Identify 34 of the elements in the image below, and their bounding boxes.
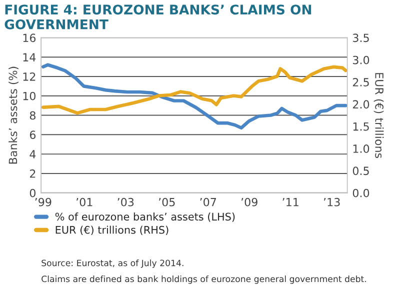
source-note: Source: Eurostat, as of July 2014. <box>42 260 184 268</box>
y2-tick-label: 1.0 <box>353 144 370 153</box>
line-series <box>41 65 348 115</box>
y2-tick-label: 0.5 <box>352 166 369 176</box>
chart-title: FIGURE 4: EUROZONE BANKS’ CLAIMS ON GOVERNMENT <box>4 4 312 30</box>
y2-tick-label: 2.5 <box>352 78 369 86</box>
y-tick-label: 8 <box>30 111 36 120</box>
x-tick-label: ’05 <box>159 198 175 206</box>
y2-tick-label: 2.0 <box>352 100 370 109</box>
y-tick-label: 0 <box>30 188 36 198</box>
y-tick-label: 16 <box>23 34 36 42</box>
line-series <box>41 63 348 130</box>
y-tick-label: 12 <box>23 72 36 81</box>
y2-tick-label: 3.0 <box>353 56 370 64</box>
x-tick-label: ’99 <box>35 198 52 206</box>
y2-tick-label: 1.5 <box>353 122 369 131</box>
x-tick-label: ’09 <box>241 198 258 206</box>
x-tick-label: ’01 <box>76 198 92 206</box>
legend-label: % of eurozone banks’ assets (LHS) <box>55 212 235 222</box>
y-axis-title: Banks’ assets (%) <box>8 66 18 164</box>
text: Claims are defined as bank holdings of eurozone general government debt. <box>42 276 366 284</box>
y-tick-label: 4 <box>30 150 36 158</box>
x-tick-label: ’07 <box>200 198 216 206</box>
legend-label: EUR (€) trillions (RHS) <box>56 226 168 236</box>
y-tick-label: 14 <box>23 53 36 62</box>
y2-axis-title: EUR (€) trillions <box>374 73 384 158</box>
y-tick-label: 2 <box>30 169 36 178</box>
y-tick-label: 6 <box>30 130 36 140</box>
y2-tick-label: 0.0 <box>352 188 370 198</box>
y-tick-label: 10 <box>23 92 36 100</box>
x-tick-label: ’11 <box>282 198 298 206</box>
x-tick-label: ’13 <box>324 198 340 206</box>
x-tick-label: ’03 <box>118 198 134 206</box>
y2-tick-label: 3.5 <box>353 34 369 42</box>
